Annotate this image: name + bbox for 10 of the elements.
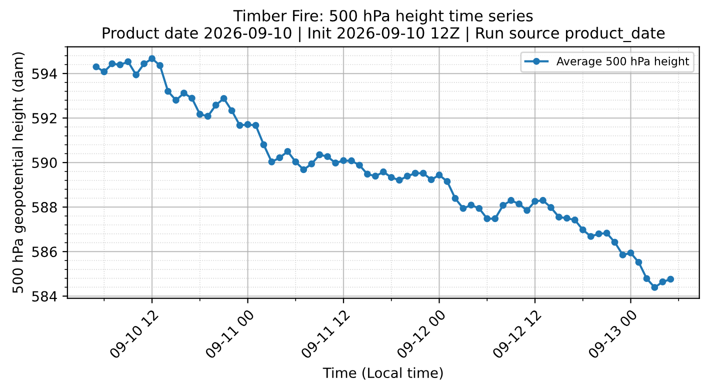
y-axis-title: 500 hPa geopotential height (dam): [12, 52, 26, 293]
y-tick-label: 590: [32, 158, 57, 168]
y-tick-label: 584: [32, 291, 57, 302]
legend-label: Average 500 hPa height: [556, 56, 690, 68]
y-tick-label: 586: [32, 246, 57, 258]
y-tick-label: 592: [32, 113, 56, 124]
x-axis-title: Time (Local time): [322, 367, 443, 380]
y-tick-label: 594: [32, 68, 57, 79]
y-tick-label: 588: [32, 202, 57, 213]
chart-title: Timber Fire: 500 hPa height time series Product date 2026-09-10 | Init 2026-09-10 12Z | Run source product_date: [102, 10, 665, 42]
